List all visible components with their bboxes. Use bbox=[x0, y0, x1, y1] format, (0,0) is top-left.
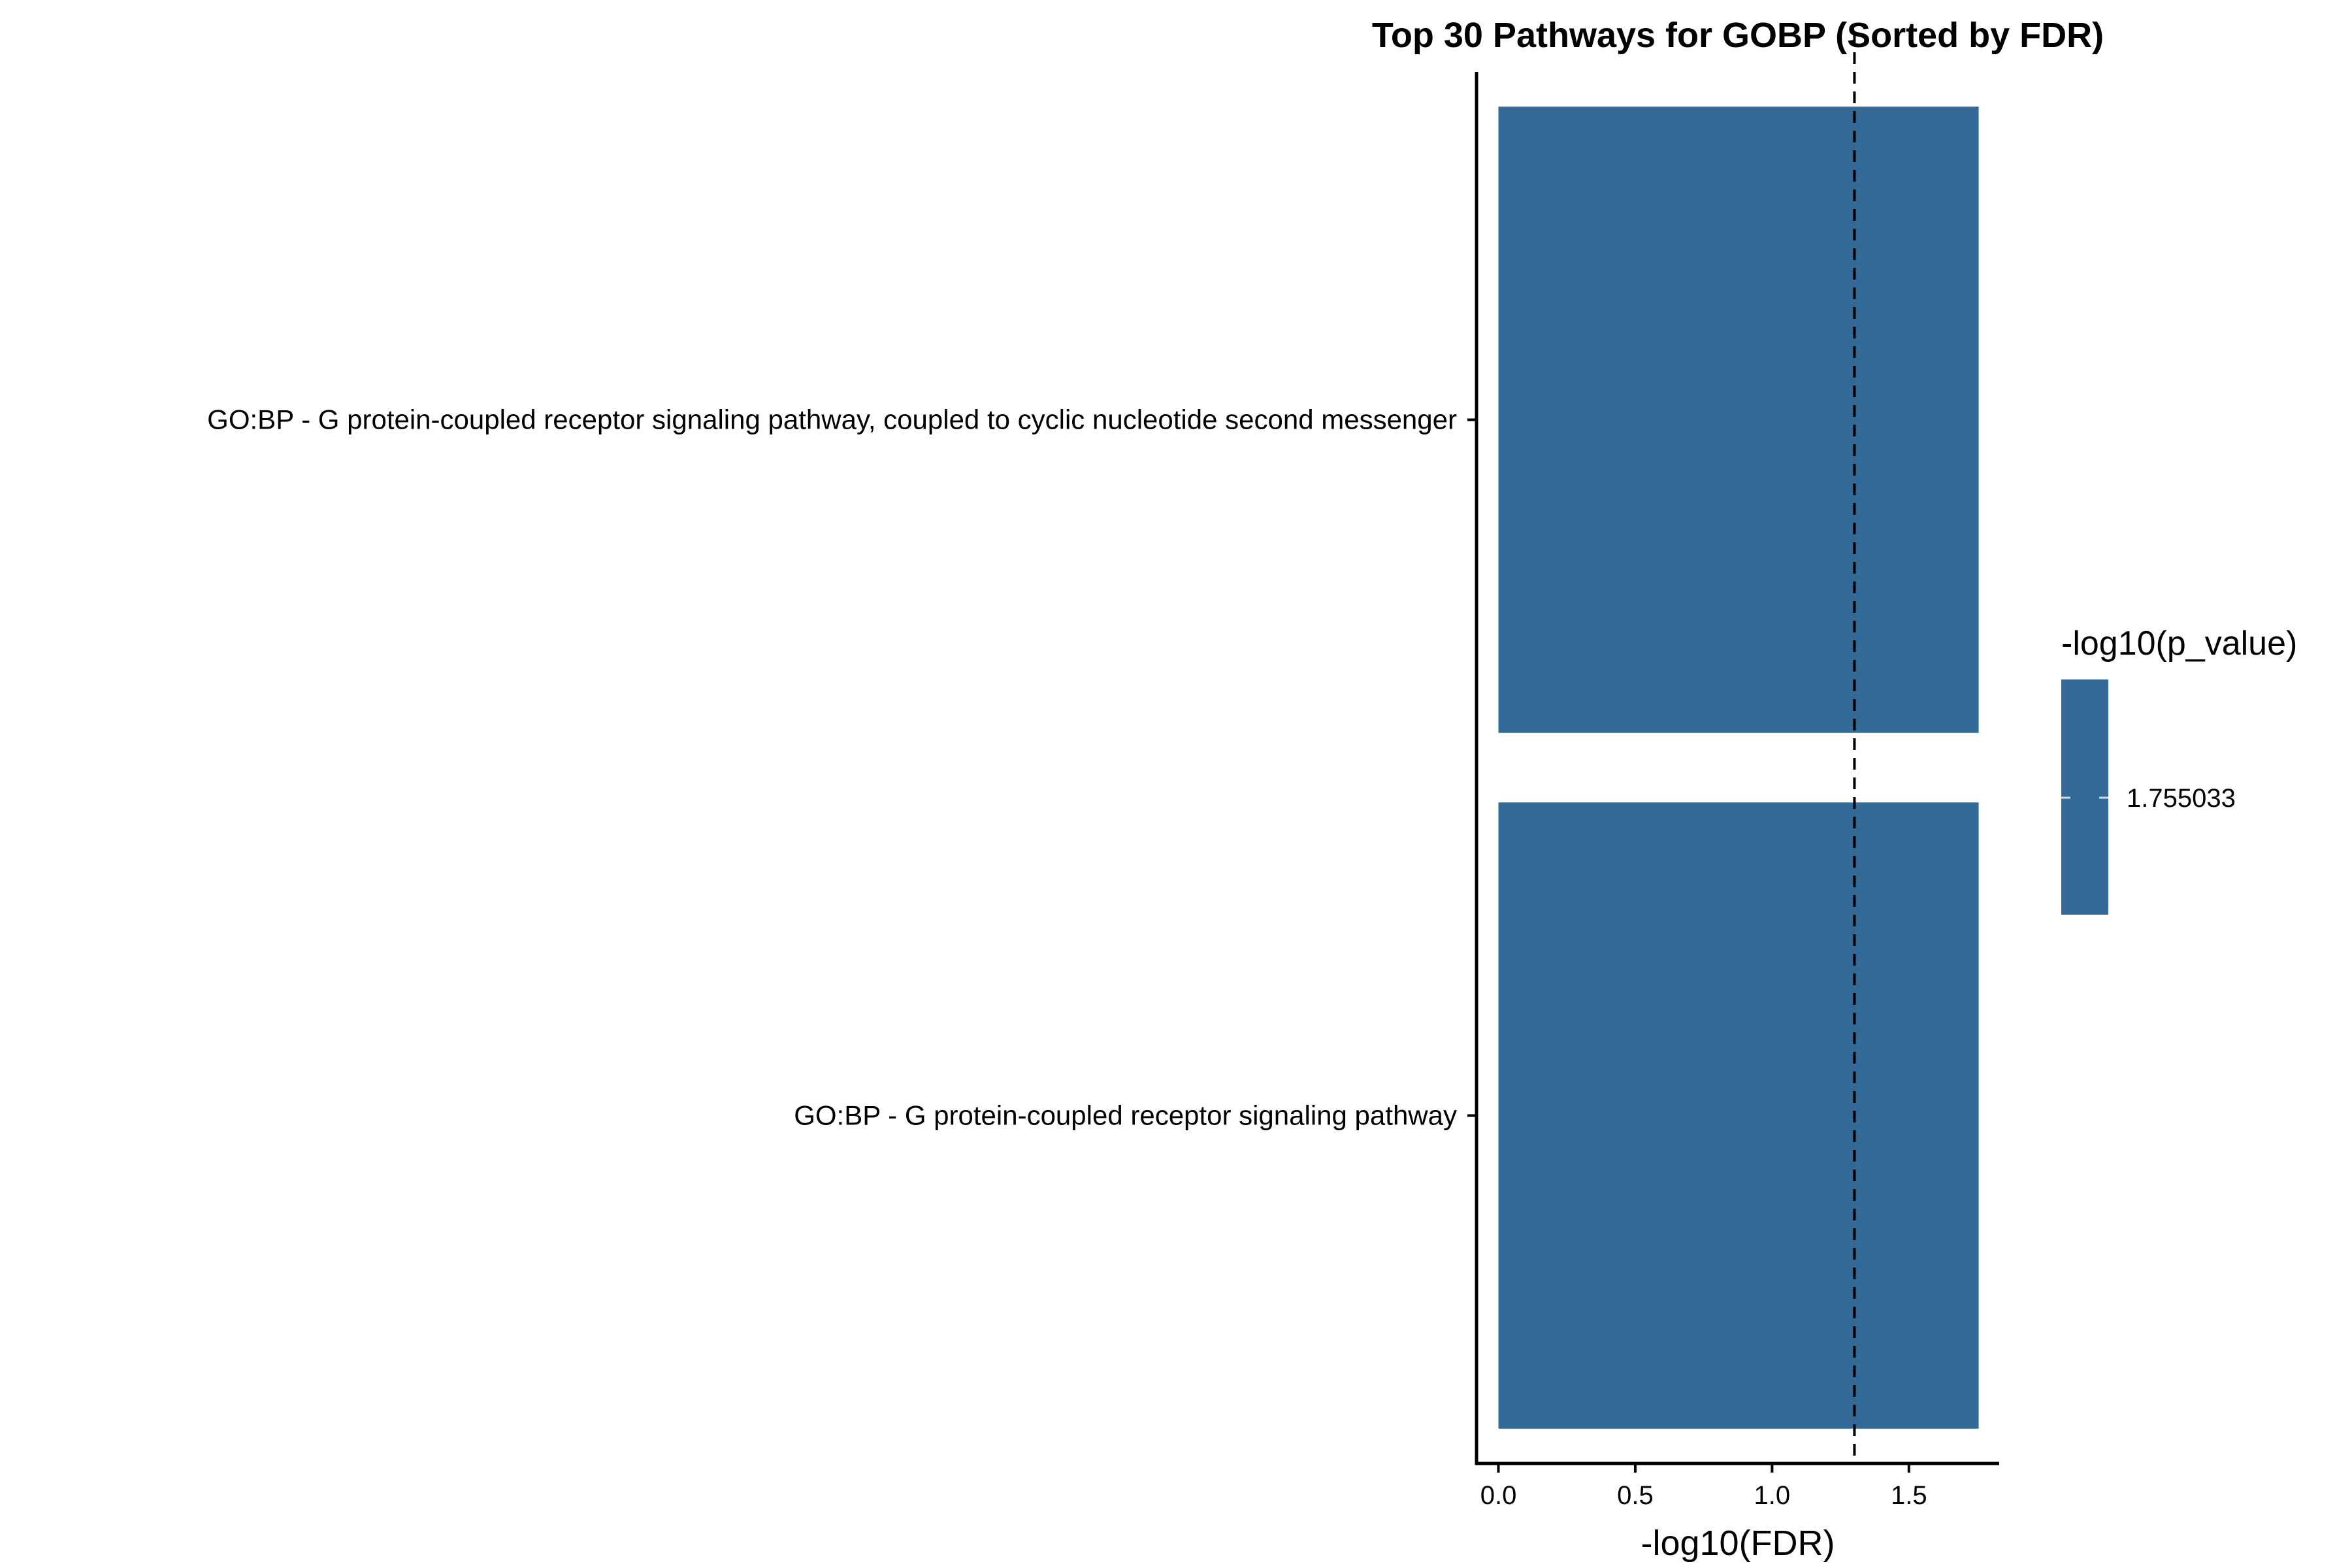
x-ticks: 0.0 0.5 1.0 1.5 bbox=[1480, 1463, 1927, 1510]
x-tick-label-1: 0.0 bbox=[1480, 1481, 1517, 1510]
legend: -log10(p_value) 1.755033 bbox=[2061, 625, 2297, 915]
bars-layer bbox=[1498, 106, 1979, 1429]
x-tick-label-2: 0.5 bbox=[1617, 1481, 1654, 1510]
x-tick-label-3: 1.0 bbox=[1754, 1481, 1791, 1510]
bar-1 bbox=[1498, 106, 1979, 733]
y-tick-labels: GO:BP - G protein-coupled receptor signa… bbox=[207, 404, 1457, 1131]
legend-label: 1.755033 bbox=[2127, 784, 2236, 813]
x-tick-label-4: 1.5 bbox=[1891, 1481, 1927, 1510]
y-tick-label-1: GO:BP - G protein-coupled receptor signa… bbox=[207, 404, 1457, 435]
chart-title: Top 30 Pathways for GOBP (Sorted by FDR) bbox=[1372, 16, 2104, 55]
y-tick-label-2: GO:BP - G protein-coupled receptor signa… bbox=[794, 1100, 1457, 1131]
bar-2 bbox=[1498, 802, 1979, 1429]
x-axis-title: -log10(FDR) bbox=[1641, 1524, 1835, 1563]
legend-title: -log10(p_value) bbox=[2061, 625, 2297, 662]
